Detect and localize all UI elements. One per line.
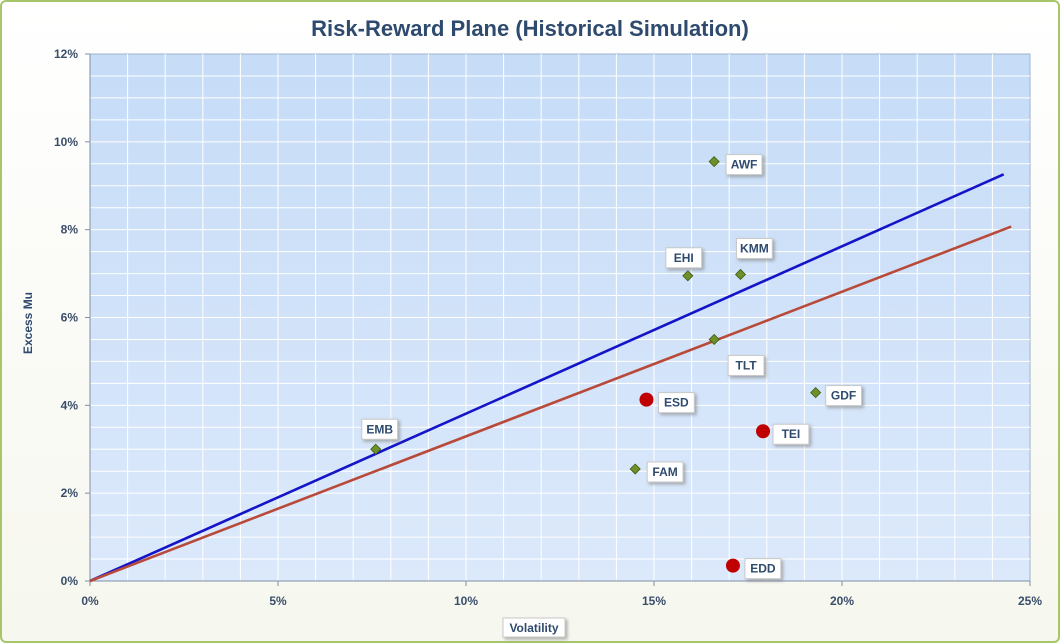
point-awf bbox=[708, 156, 720, 168]
y-tick-label: 4% bbox=[61, 398, 79, 412]
point-edd-label: EDD bbox=[750, 562, 776, 576]
point-awf-label-bg bbox=[725, 154, 763, 176]
trend-lines bbox=[89, 173, 1012, 583]
x-axis-title: Volatility bbox=[509, 621, 558, 635]
point-awf-label-box bbox=[725, 154, 763, 176]
point-tei-label-bg bbox=[772, 423, 810, 445]
point-emb bbox=[370, 443, 382, 455]
point-esd bbox=[639, 392, 654, 407]
point-esd-label-box bbox=[657, 392, 695, 414]
point-emb-label-bg bbox=[361, 418, 399, 440]
x-tick-label: 20% bbox=[830, 594, 854, 608]
point-kmm-label-bg bbox=[735, 237, 773, 259]
point-labels: AWF EHI KMM TLT GDF EMB FAM ESD TEI EDD bbox=[361, 154, 862, 580]
point-tlt-label: TLT bbox=[736, 358, 758, 372]
point-kmm-label-box bbox=[735, 237, 773, 259]
y-tick-label: 0% bbox=[61, 574, 79, 588]
chart-title: Risk-Reward Plane (Historical Simulation… bbox=[311, 16, 749, 41]
point-tlt bbox=[708, 333, 720, 346]
trend-line bbox=[89, 225, 1012, 583]
point-tei-label-box bbox=[772, 423, 810, 445]
point-kmm-label: KMM bbox=[740, 241, 769, 255]
point-ehi-label-bg bbox=[665, 247, 703, 269]
x-tick-label: 0% bbox=[81, 594, 99, 608]
point-gdf-label: GDF bbox=[831, 389, 856, 403]
point-emb-label-box bbox=[361, 418, 399, 440]
point-gdf-label-bg bbox=[825, 385, 862, 407]
gridlines bbox=[90, 54, 1030, 581]
point-fam-label-box bbox=[646, 461, 684, 483]
point-edd-label-bg bbox=[744, 558, 782, 580]
x-axis-title-box bbox=[502, 617, 566, 638]
point-emb-label: EMB bbox=[366, 422, 393, 436]
point-ehi-label-box bbox=[665, 247, 703, 269]
point-fam-label: FAM bbox=[652, 465, 677, 479]
x-tick-label: 5% bbox=[269, 594, 287, 608]
data-points bbox=[370, 156, 822, 573]
point-kmm bbox=[734, 268, 747, 281]
point-fam bbox=[629, 463, 641, 475]
point-ehi bbox=[682, 270, 694, 282]
point-tlt-label-box bbox=[727, 354, 765, 376]
point-gdf bbox=[810, 387, 822, 399]
point-edd-label-box bbox=[744, 558, 782, 580]
point-esd-label: ESD bbox=[664, 396, 689, 410]
y-tick-label: 8% bbox=[61, 223, 79, 237]
point-gdf-label-box bbox=[825, 385, 862, 407]
y-tick-label: 10% bbox=[54, 135, 78, 149]
x-tick-label: 15% bbox=[642, 594, 666, 608]
y-tick-label: 2% bbox=[61, 486, 79, 500]
trend-line bbox=[89, 173, 1005, 583]
point-edd bbox=[725, 558, 740, 573]
point-fam-label-bg bbox=[646, 461, 684, 483]
point-tei bbox=[756, 424, 771, 439]
point-awf-label: AWF bbox=[731, 158, 758, 172]
tick-labels: 0% 5% 10% 15% 20% 25% 0% 2% 4% 6% 8% 10% 12% bbox=[54, 47, 1042, 608]
point-tei-label: TEI bbox=[782, 427, 801, 441]
x-tick-label: 10% bbox=[454, 594, 478, 608]
y-tick-label: 6% bbox=[61, 311, 79, 325]
point-esd-label-bg bbox=[657, 392, 695, 414]
axes bbox=[85, 53, 1031, 586]
y-axis-title: Excess Mu bbox=[21, 292, 35, 354]
point-ehi-label: EHI bbox=[674, 251, 694, 265]
x-tick-label: 25% bbox=[1018, 594, 1042, 608]
y-tick-label: 12% bbox=[54, 47, 78, 61]
point-tlt-label-bg bbox=[727, 354, 765, 376]
